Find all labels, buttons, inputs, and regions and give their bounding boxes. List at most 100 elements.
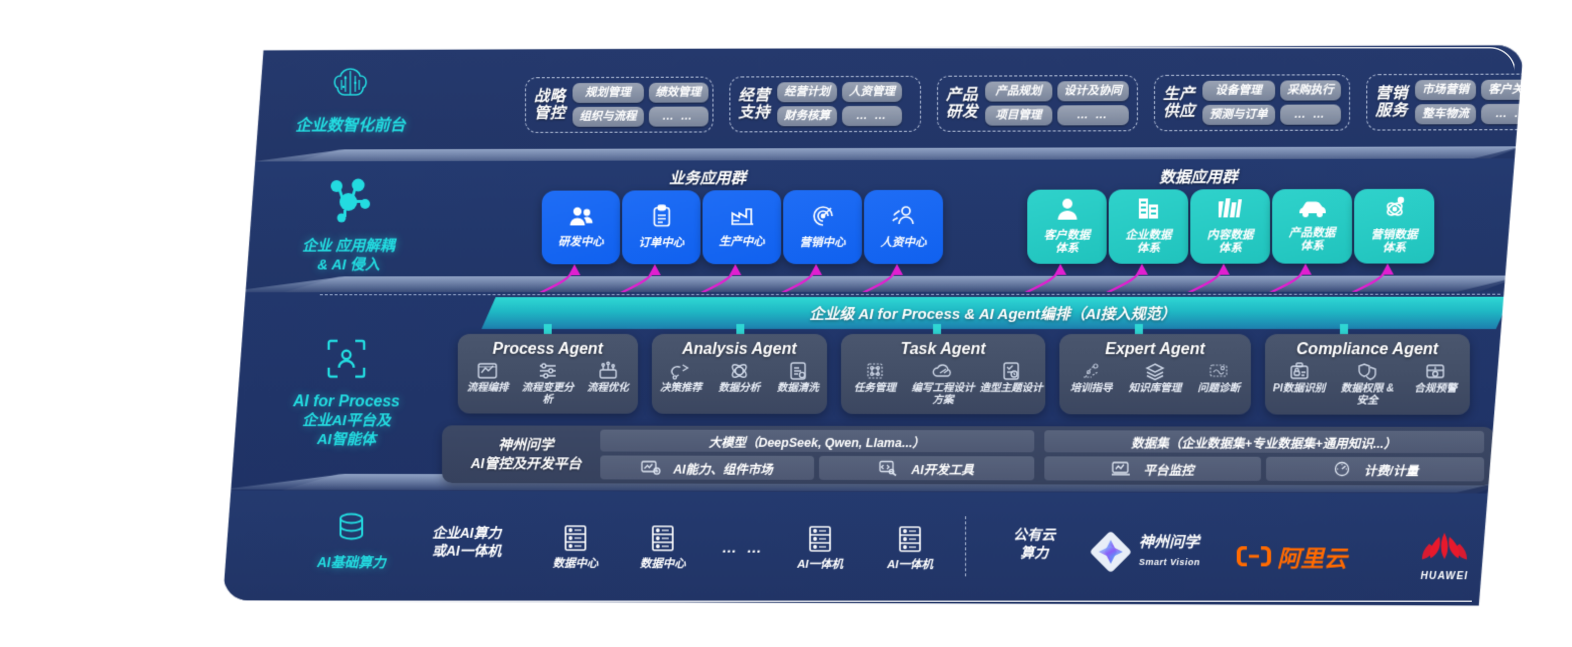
app-card-marketing[interactable]: 营销中心 — [783, 190, 862, 264]
strategy-cell[interactable]: 市场营销 — [1415, 79, 1476, 100]
strategy-cell[interactable]: 财务核算 — [777, 106, 837, 127]
vendor-aliyun[interactable]: 阿里云 — [1237, 539, 1347, 574]
app-card-label: 人资中心 — [880, 236, 927, 249]
strategy-group-0[interactable]: 战略 管控 规划管理 绩效管理 组织与流程 … … — [525, 77, 713, 133]
strategy-cell[interactable]: 设备管理 — [1202, 80, 1274, 101]
app-card-rd[interactable]: 研发中心 — [542, 190, 620, 264]
agent-item[interactable]: 数据分析 — [710, 361, 768, 395]
app-card-label: 生产中心 — [718, 236, 765, 249]
strategy-cell[interactable]: 组织与流程 — [573, 107, 644, 128]
agent-item[interactable]: 造型主题设计 — [977, 361, 1045, 395]
agent-card-analysis[interactable]: Analysis Agent 决策推荐 数据分析 — [652, 334, 827, 414]
smartvision-logo — [1090, 531, 1132, 573]
agent-item[interactable]: 问题诊断 — [1187, 361, 1251, 395]
agent-card-expert[interactable]: Expert Agent 培训指导 知识库管理 — [1059, 334, 1250, 414]
monitor-icon — [1111, 460, 1131, 476]
data-card-content[interactable]: 内容数据 体系 — [1190, 189, 1270, 264]
agent-item[interactable]: 流程编排 — [458, 361, 518, 394]
huawei-logo — [1415, 528, 1474, 569]
strategy-cell[interactable]: 预测与订单 — [1202, 105, 1274, 126]
infra-node-0[interactable]: 数据中心 — [531, 523, 620, 571]
vendor-huawei[interactable]: HUAWEI — [1399, 528, 1490, 583]
infra-node-4[interactable]: AI一体机 — [865, 524, 955, 573]
strategy-cell[interactable]: 绩效管理 — [648, 82, 708, 103]
strategy-cell[interactable]: 采购执行 — [1280, 80, 1341, 101]
agent-item[interactable]: 任务管理 — [841, 361, 909, 395]
strategy-cell[interactable]: … … — [1481, 104, 1524, 125]
strategy-cell[interactable]: … … — [842, 106, 902, 127]
agent-card-process[interactable]: Process Agent 流程编排 流程变更分析 — [458, 334, 638, 414]
platform-dataset-row[interactable]: 数据集（企业数据集+专业数据集+通用知识...） — [1044, 430, 1484, 453]
id-lock-icon — [1288, 361, 1310, 381]
vendor-smartvision-name: 神州问学 Smart Vision — [1138, 533, 1201, 568]
platform-right-column: 数据集（企业数据集+专业数据集+通用知识...） 平台监控 计费/计量 — [1044, 430, 1484, 481]
strategy-group-2[interactable]: 产品 研发 产品规划 设计及协同 项目管理 … … — [937, 75, 1138, 132]
platform-dev-tools[interactable]: AI开发工具 — [819, 456, 1034, 480]
strategy-cell[interactable]: 经营计划 — [777, 82, 837, 103]
task-grid-icon — [864, 361, 886, 381]
app-card-hr[interactable]: 人资中心 — [864, 190, 943, 264]
agent-item[interactable]: PI数据识别 — [1265, 361, 1333, 395]
agent-item[interactable]: 流程优化 — [578, 361, 638, 394]
app-card-label: 订单中心 — [638, 236, 685, 249]
agent-item[interactable]: 合规预警 — [1401, 361, 1469, 395]
rail-ai-process-label: AI for Process 企业AI平台及 AI智能体 — [293, 393, 400, 448]
strategy-cell[interactable]: 产品规划 — [985, 81, 1052, 102]
database-icon — [332, 509, 371, 549]
platform-panel[interactable]: 神州问学 AI管控及开发平台 大模型（DeepSeek, Qwen, Llama… — [442, 425, 1494, 485]
strategy-group-4[interactable]: 营销 服务 市场营销 客户关系 整车物流 … … — [1366, 73, 1524, 130]
business-group-title: 业务应用群 — [668, 170, 747, 188]
devtool-icon — [879, 460, 899, 476]
atom-icon — [1382, 196, 1406, 225]
agent-item[interactable]: 数据权限 & 安全 — [1333, 361, 1401, 406]
agent-item[interactable]: 培训指导 — [1059, 361, 1123, 395]
optimize-icon — [597, 361, 619, 381]
platform-models-row[interactable]: 大模型（DeepSeek, Qwen, Llama...） — [600, 430, 1034, 453]
strategy-group-1[interactable]: 经营 支持 经营计划 人资管理 财务核算 … … — [729, 76, 921, 133]
rail-ai-process: AI for Process 企业AI平台及 AI智能体 — [253, 338, 440, 450]
agent-item[interactable]: 数据清洗 — [769, 361, 828, 395]
platform-dev-tools-label: AI开发工具 — [911, 462, 974, 477]
clipboard-icon — [650, 204, 672, 233]
strategy-group-3[interactable]: 生产 供应 设备管理 采购执行 预测与订单 … … — [1154, 74, 1350, 131]
strategy-cell[interactable]: … … — [1280, 104, 1341, 125]
strategy-cell[interactable]: … … — [648, 107, 708, 128]
agent-card-task[interactable]: Task Agent 任务管理 编写工程设计方案 — [841, 334, 1045, 414]
agent-title: Task Agent — [900, 341, 986, 359]
strategy-cell[interactable]: 客户关系 — [1481, 79, 1524, 100]
infra-node-label: AI一体机 — [886, 559, 934, 572]
data-card-enterprise[interactable]: 企业数据 体系 — [1109, 189, 1189, 263]
agent-title: Expert Agent — [1105, 341, 1205, 359]
data-card-marketing[interactable]: 营销数据 体系 — [1354, 189, 1434, 264]
dots-icon: … … — [721, 539, 765, 557]
agent-title: Process Agent — [492, 340, 603, 358]
infra-node-label: 数据中心 — [552, 557, 599, 571]
app-card-order[interactable]: 订单中心 — [622, 190, 700, 264]
infra-node-1[interactable]: 数据中心 — [618, 523, 707, 572]
content-icon — [1218, 196, 1242, 225]
agent-item[interactable]: 知识库管理 — [1123, 361, 1187, 395]
agent-card-compliance[interactable]: Compliance Agent PI数据识别 数据权限 & 安全 — [1265, 334, 1470, 415]
platform-billing[interactable]: 计费/计量 — [1266, 457, 1484, 482]
strategy-cell[interactable]: 项目管理 — [985, 105, 1052, 126]
data-group-title: 数据应用群 — [1159, 169, 1238, 187]
training-icon — [1080, 361, 1102, 381]
agent-item[interactable]: 决策推荐 — [652, 361, 710, 394]
strategy-cell[interactable]: 整车物流 — [1415, 104, 1476, 125]
alert-box-icon — [1424, 361, 1446, 381]
platform-monitoring[interactable]: 平台监控 — [1044, 456, 1261, 481]
infra-node-3[interactable]: AI一体机 — [775, 524, 865, 573]
vendor-smartvision[interactable]: 神州问学 Smart Vision — [1090, 531, 1201, 574]
platform-ai-market[interactable]: AI能力、组件市场 — [600, 455, 814, 479]
strategy-cell[interactable]: … … — [1057, 105, 1129, 126]
factory-icon — [729, 205, 755, 233]
strategy-cell[interactable]: 规划管理 — [573, 82, 644, 103]
strategy-cell[interactable]: 设计及协同 — [1057, 81, 1129, 102]
data-card-product[interactable]: 产品数据 体系 — [1272, 189, 1352, 264]
agent-item[interactable]: 流程变更分析 — [518, 361, 578, 406]
agent-item[interactable]: 编写工程设计方案 — [909, 361, 977, 406]
strategy-cell[interactable]: 人资管理 — [842, 81, 902, 102]
data-card-customer[interactable]: 客户数据 体系 — [1027, 190, 1106, 264]
gauge-icon — [1332, 461, 1352, 477]
app-card-production[interactable]: 生产中心 — [703, 190, 782, 264]
